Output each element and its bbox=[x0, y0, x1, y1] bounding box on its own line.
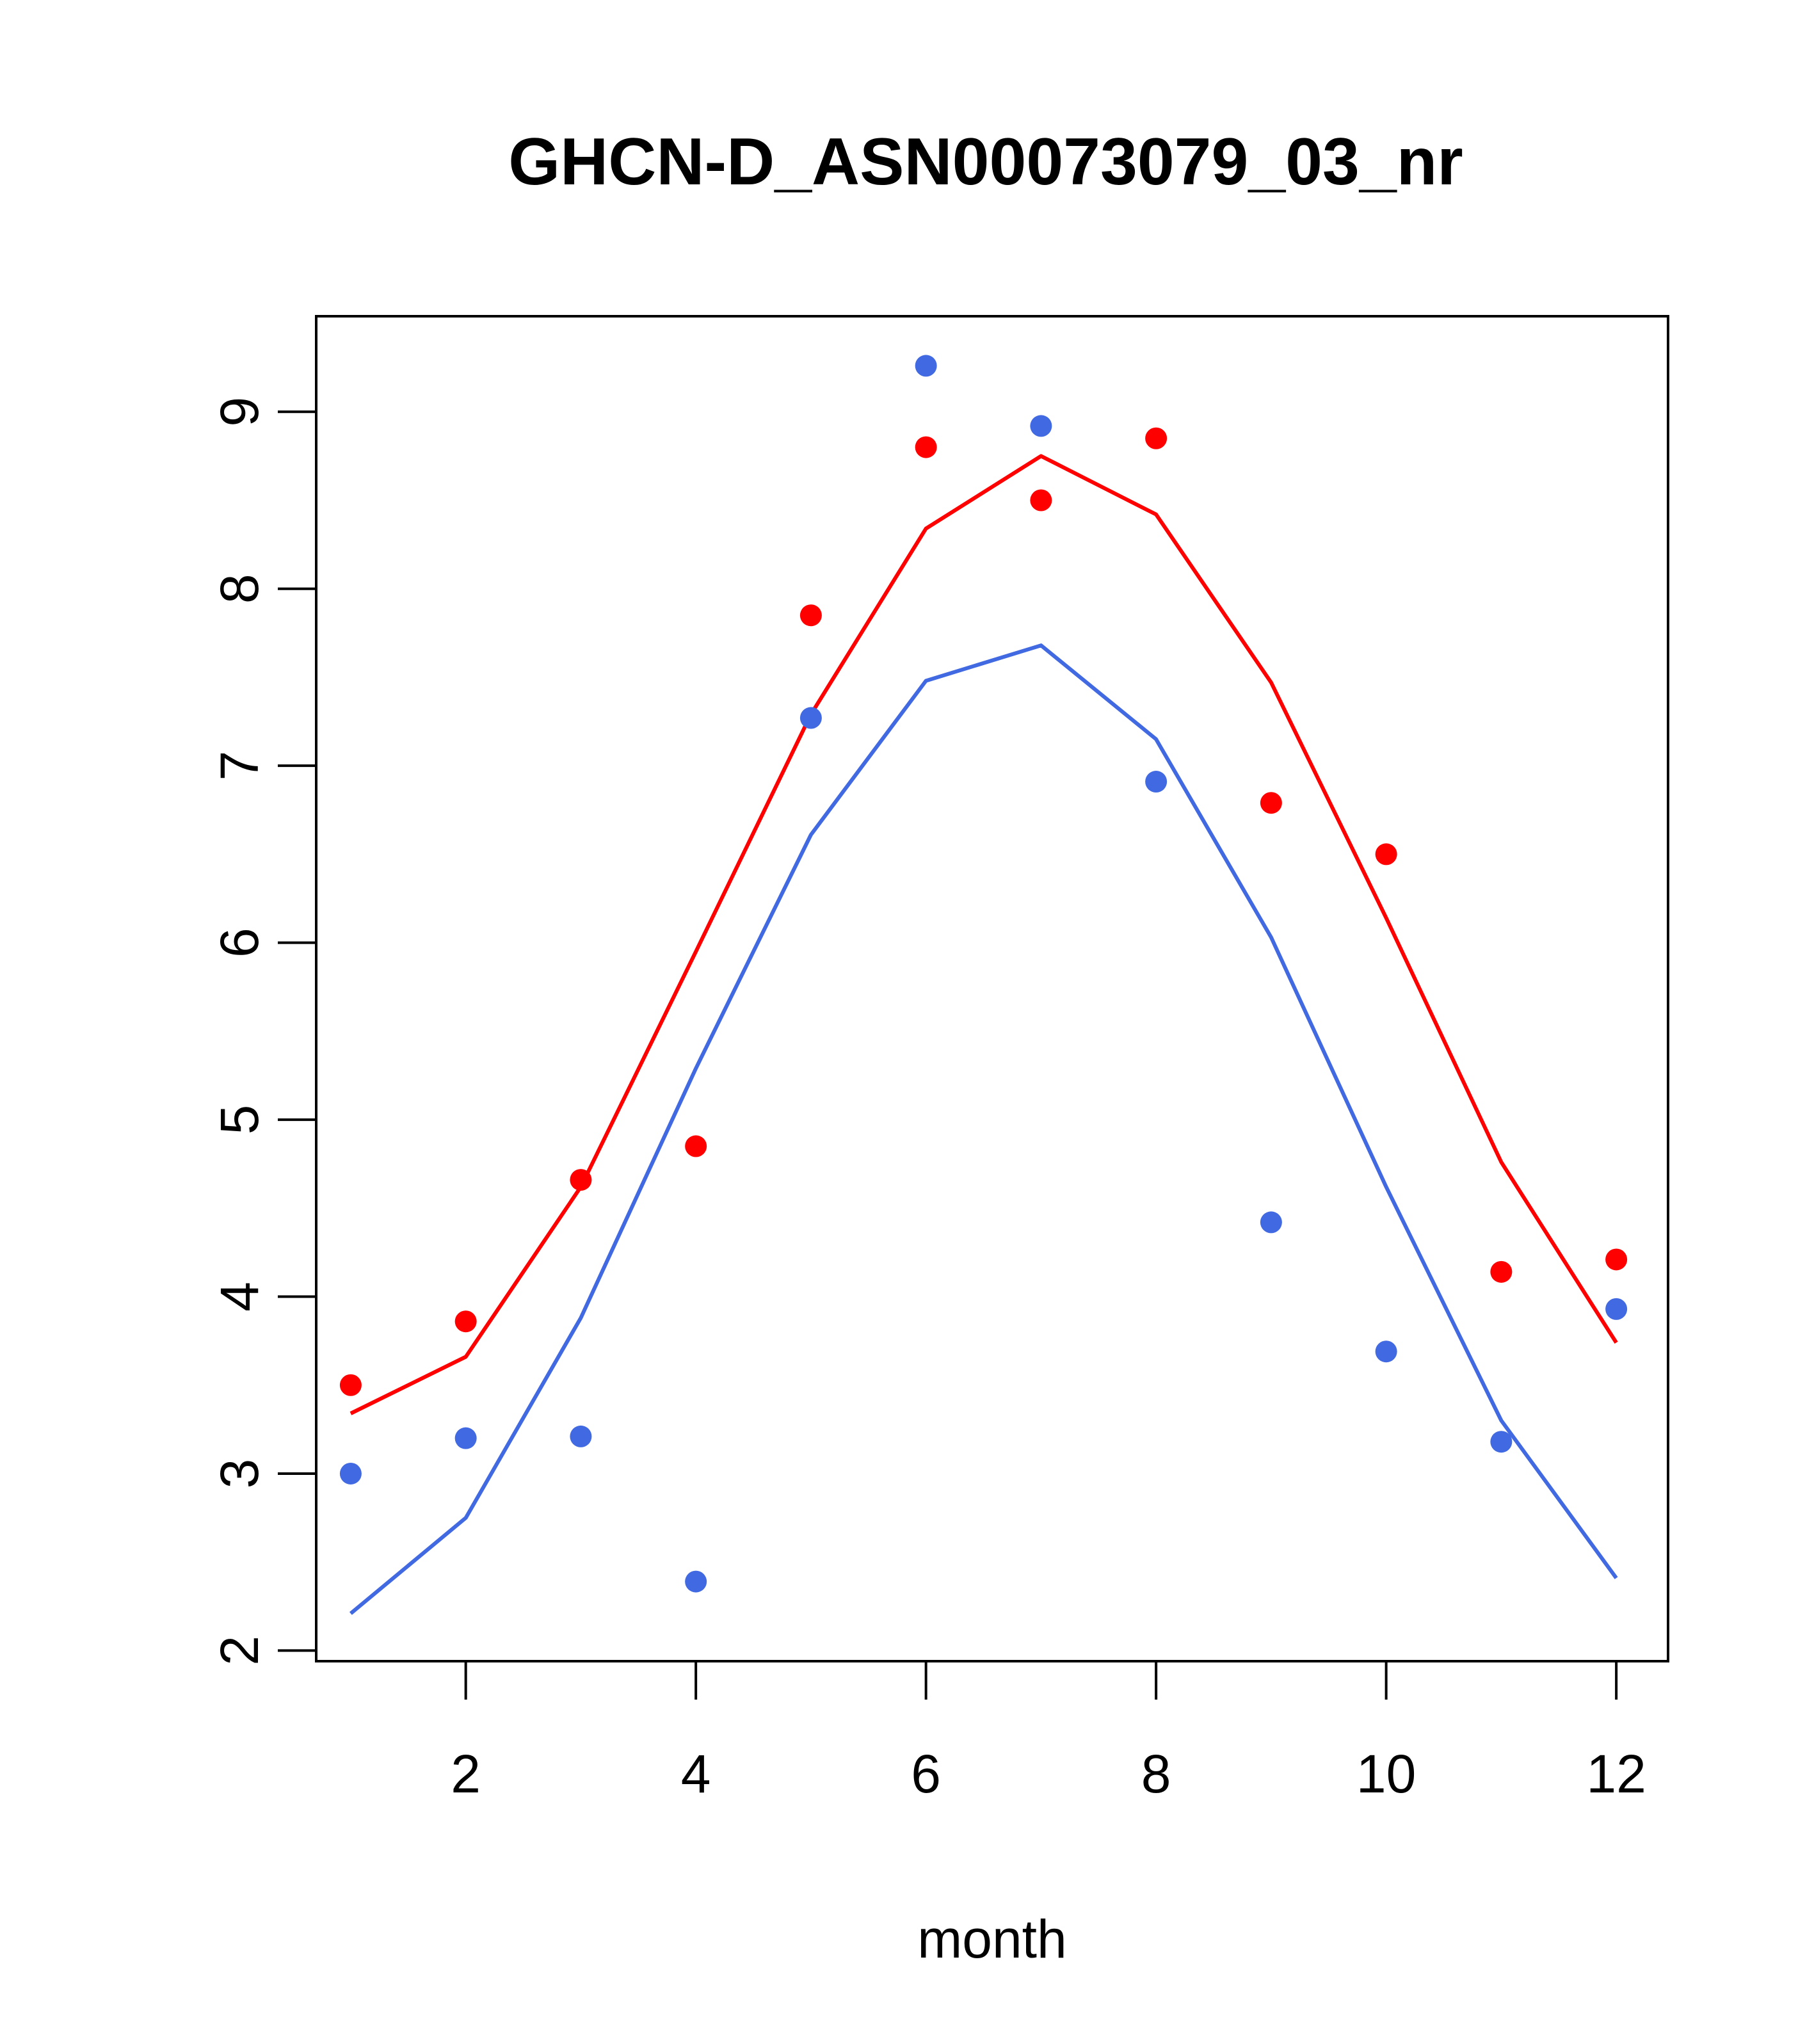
series-0-point bbox=[339, 1374, 362, 1396]
series-0-point bbox=[1490, 1260, 1513, 1283]
series-1-point bbox=[1260, 1211, 1282, 1234]
series-1-point bbox=[1375, 1340, 1397, 1363]
series-1-point bbox=[454, 1427, 477, 1449]
series-0-point bbox=[685, 1135, 707, 1157]
y-tick-label: 6 bbox=[209, 928, 269, 958]
series-0-fit-line bbox=[349, 454, 1618, 1415]
series-0-point bbox=[454, 1310, 477, 1333]
y-tick-label: 5 bbox=[209, 1105, 269, 1135]
series-0-point bbox=[1260, 792, 1282, 814]
series-1-point bbox=[685, 1570, 707, 1593]
x-tick-label: 12 bbox=[1586, 1744, 1646, 1804]
series-0-point bbox=[1605, 1248, 1628, 1271]
chart-title: GHCN-D_ASN00073079_03_nr bbox=[508, 125, 1463, 199]
y-tick-label: 3 bbox=[209, 1459, 269, 1489]
x-tick-label: 4 bbox=[681, 1744, 711, 1804]
series-1-point bbox=[570, 1425, 592, 1447]
series-1-point bbox=[1490, 1431, 1513, 1453]
x-tick-label: 10 bbox=[1356, 1744, 1416, 1804]
series-1-fit-line bbox=[349, 643, 1618, 1615]
series-lines bbox=[349, 454, 1618, 1615]
y-tick-label: 8 bbox=[209, 574, 269, 604]
y-tick-label: 4 bbox=[209, 1282, 269, 1312]
y-tick-label: 9 bbox=[209, 397, 269, 427]
y-tick-label: 7 bbox=[209, 751, 269, 781]
series-1-point bbox=[799, 707, 822, 729]
series-1-point bbox=[339, 1462, 362, 1485]
x-axis-label: month bbox=[917, 1909, 1066, 1969]
series-0-point bbox=[570, 1169, 592, 1191]
series-1-point bbox=[1145, 771, 1168, 793]
series-1-point bbox=[915, 355, 937, 377]
x-tick-label: 8 bbox=[1141, 1744, 1171, 1804]
series-0-point bbox=[1145, 427, 1168, 449]
y-axis: 2 3 4 5 6 7 8 9 bbox=[209, 397, 317, 1666]
series-0-point bbox=[1030, 489, 1052, 511]
y-tick-label: 2 bbox=[209, 1636, 269, 1666]
x-axis: 2 4 6 8 10 12 bbox=[451, 1660, 1646, 1804]
x-tick-label: 6 bbox=[911, 1744, 941, 1804]
series-1-point bbox=[1605, 1298, 1628, 1320]
series-0-point bbox=[799, 604, 822, 627]
series-0-point bbox=[915, 436, 937, 458]
series-1-point bbox=[1030, 415, 1052, 437]
series-0-point bbox=[1375, 843, 1397, 865]
series-points bbox=[339, 355, 1628, 1593]
x-tick-label: 2 bbox=[451, 1744, 481, 1804]
